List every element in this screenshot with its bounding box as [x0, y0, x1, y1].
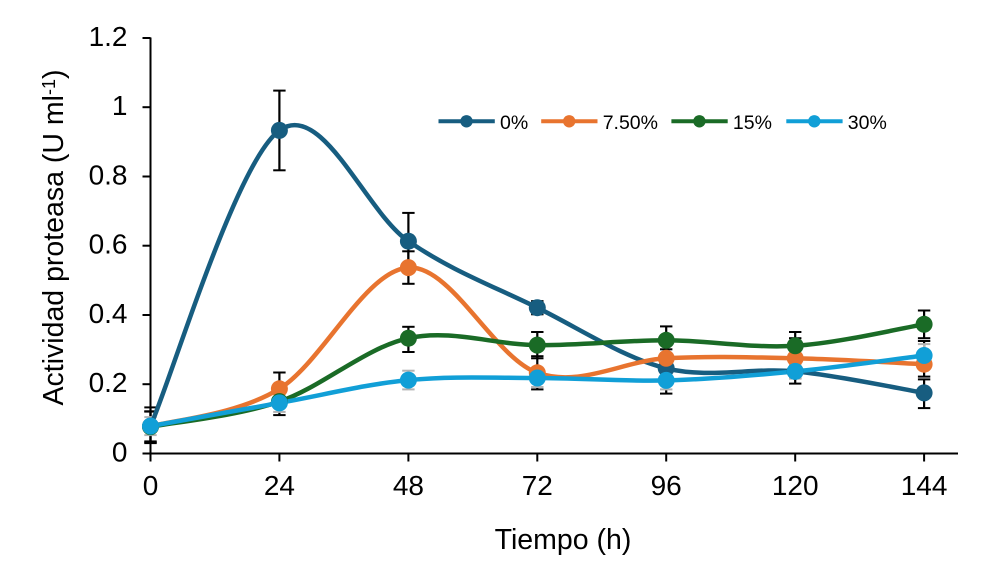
svg-text:144: 144	[901, 470, 948, 501]
svg-text:1.2: 1.2	[89, 21, 128, 52]
svg-text:30%: 30%	[848, 112, 887, 134]
svg-text:0%: 0%	[500, 112, 528, 134]
svg-text:Tiempo (h): Tiempo (h)	[495, 524, 632, 556]
svg-text:120: 120	[772, 470, 819, 501]
svg-text:0.6: 0.6	[89, 229, 128, 260]
svg-text:72: 72	[522, 470, 553, 501]
svg-text:0.4: 0.4	[89, 298, 128, 329]
svg-text:0: 0	[143, 470, 159, 501]
svg-text:1: 1	[112, 90, 128, 121]
svg-text:48: 48	[393, 470, 424, 501]
svg-text:7.50%: 7.50%	[603, 112, 658, 134]
svg-text:0.8: 0.8	[89, 159, 128, 190]
svg-text:96: 96	[651, 470, 682, 501]
svg-text:15%: 15%	[733, 112, 772, 134]
svg-text:24: 24	[264, 470, 295, 501]
svg-text:0.2: 0.2	[89, 367, 128, 398]
svg-text:Actividad proteasa (U ml-1): Actividad proteasa (U ml-1)	[38, 70, 70, 406]
svg-text:0: 0	[112, 436, 128, 467]
